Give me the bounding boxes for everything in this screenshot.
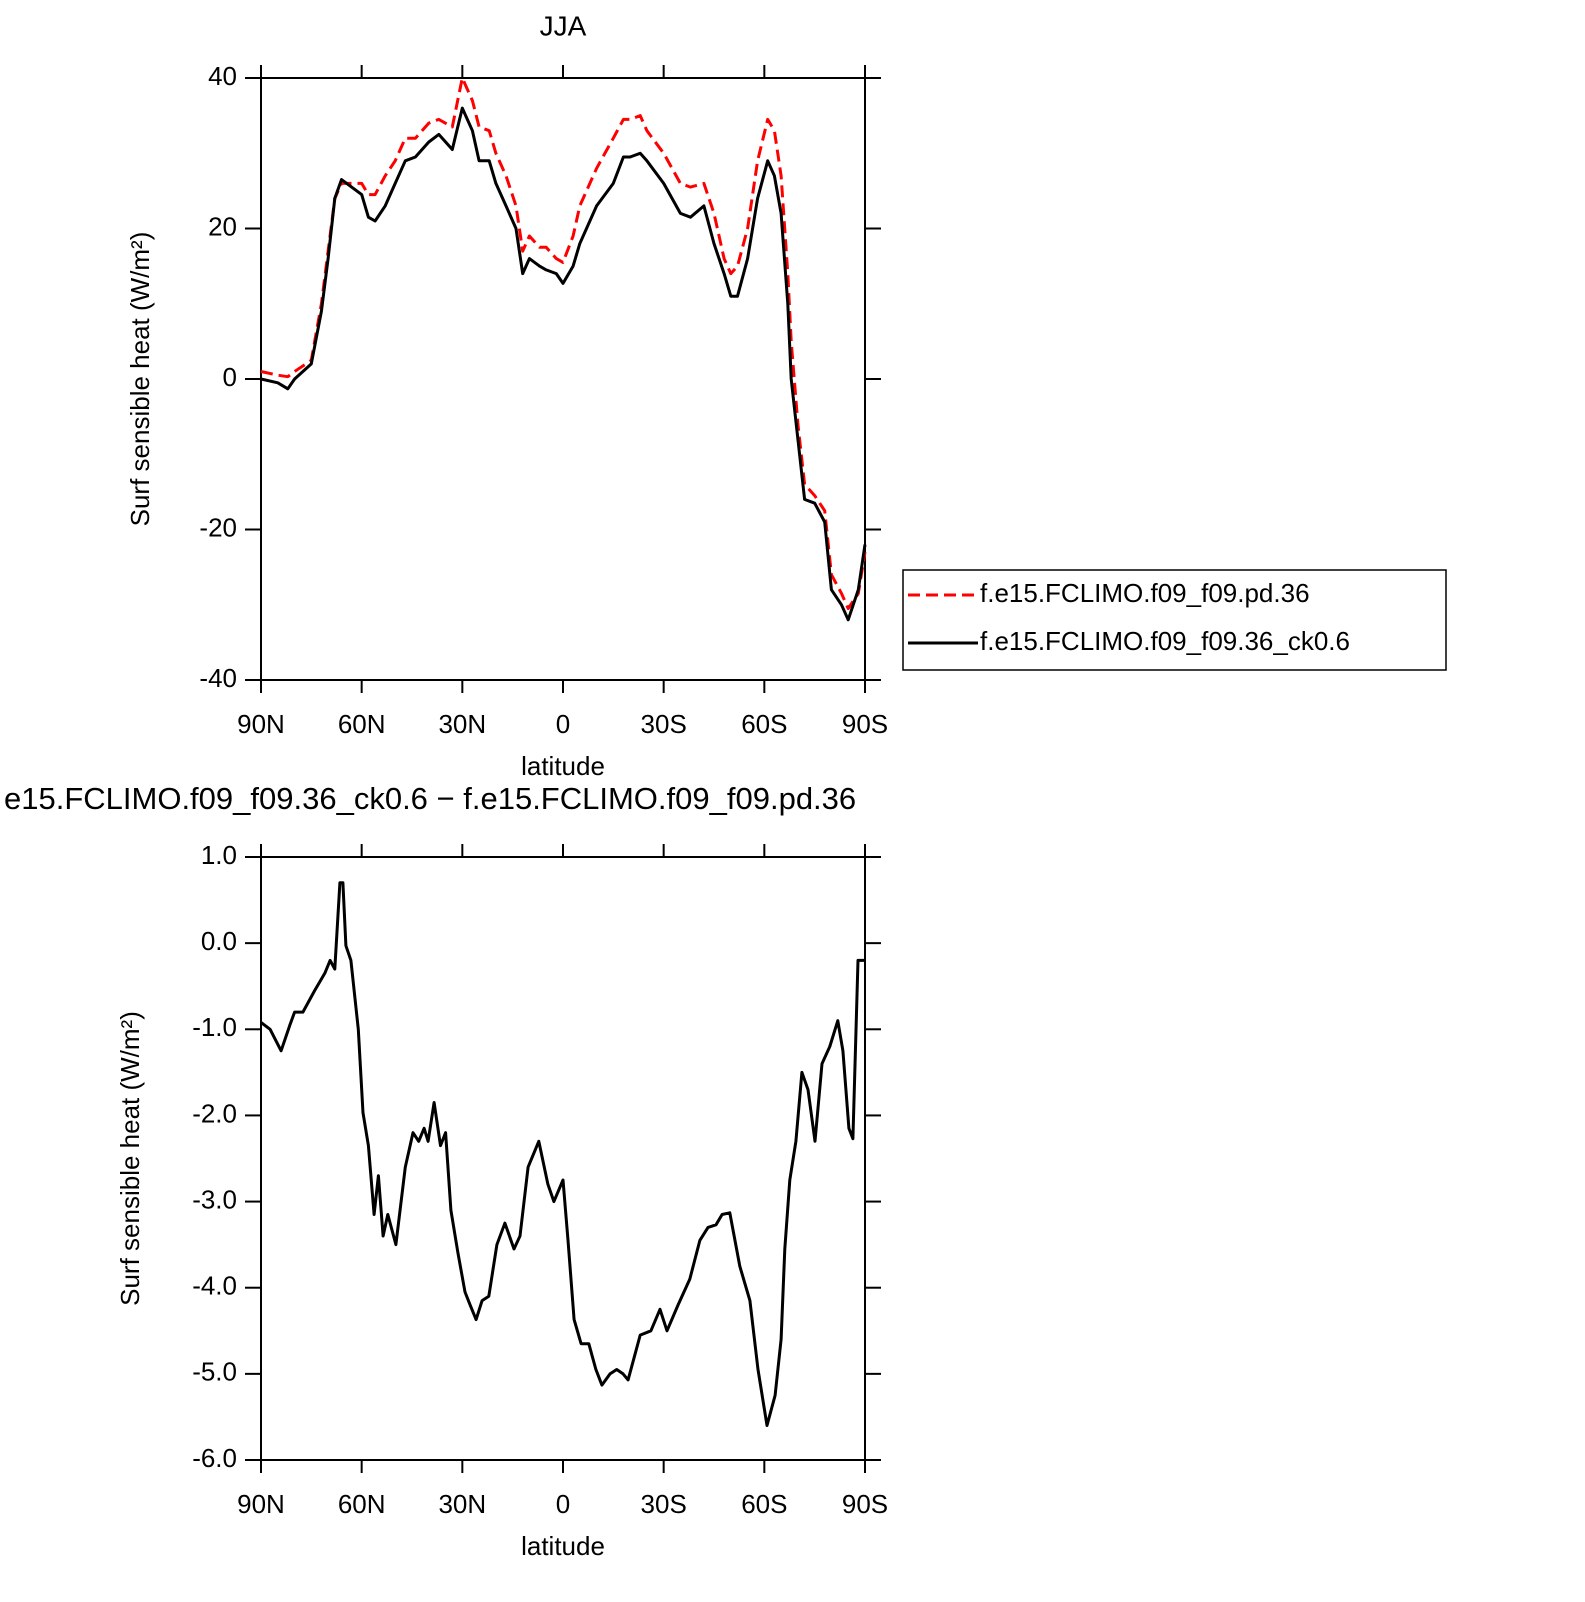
legend-box xyxy=(902,569,1447,671)
data-line xyxy=(260,76,867,610)
x-tick-label: 90S xyxy=(842,1489,888,1519)
y-tick-label: 0 xyxy=(223,362,237,392)
x-tick-label: 60N xyxy=(338,709,386,739)
chart-title: JJA xyxy=(540,10,587,41)
y-tick-label: -1.0 xyxy=(192,1012,237,1042)
y-tick-label: -2.0 xyxy=(192,1098,237,1128)
y-tick-label: 40 xyxy=(208,61,237,91)
x-tick-label: 60S xyxy=(741,709,787,739)
x-tick-label: 30N xyxy=(438,709,486,739)
y-tick-label: 1.0 xyxy=(201,840,237,870)
plot-frame xyxy=(260,856,866,1461)
y-axis-label: Surf sensible heat (W/m²) xyxy=(115,1011,145,1306)
y-tick-label: -3.0 xyxy=(192,1184,237,1214)
x-tick-label: 60N xyxy=(338,1489,386,1519)
y-tick-label: -40 xyxy=(199,663,237,693)
data-line xyxy=(260,881,865,1427)
x-tick-label: 0 xyxy=(556,1489,570,1519)
chart-title: e15.FCLIMO.f09_f09.36_ck0.6 − f.e15.FCLI… xyxy=(4,781,856,816)
x-tick-label: 90N xyxy=(237,709,285,739)
y-tick-label: -5.0 xyxy=(192,1357,237,1387)
x-tick-label: 30S xyxy=(641,709,687,739)
legend-label: f.e15.FCLIMO.f09_f09.pd.36 xyxy=(980,578,1310,608)
y-axis-label: Surf sensible heat (W/m²) xyxy=(125,232,155,527)
y-tick-label: -20 xyxy=(199,512,237,542)
y-tick-label: 20 xyxy=(208,211,237,241)
y-tick-label: -6.0 xyxy=(192,1443,237,1473)
x-tick-label: 30N xyxy=(438,1489,486,1519)
y-tick-label: 0.0 xyxy=(201,926,237,956)
y-tick-label: -4.0 xyxy=(192,1271,237,1301)
x-tick-label: 60S xyxy=(741,1489,787,1519)
x-tick-label: 30S xyxy=(641,1489,687,1519)
plot-frame xyxy=(260,77,866,681)
x-axis-label: latitude xyxy=(521,1531,605,1561)
x-tick-label: 90N xyxy=(237,1489,285,1519)
x-axis-label: latitude xyxy=(521,751,605,781)
x-tick-label: 0 xyxy=(556,709,570,739)
x-tick-label: 90S xyxy=(842,709,888,739)
legend-label: f.e15.FCLIMO.f09_f09.36_ck0.6 xyxy=(980,626,1350,656)
data-line xyxy=(260,106,867,622)
